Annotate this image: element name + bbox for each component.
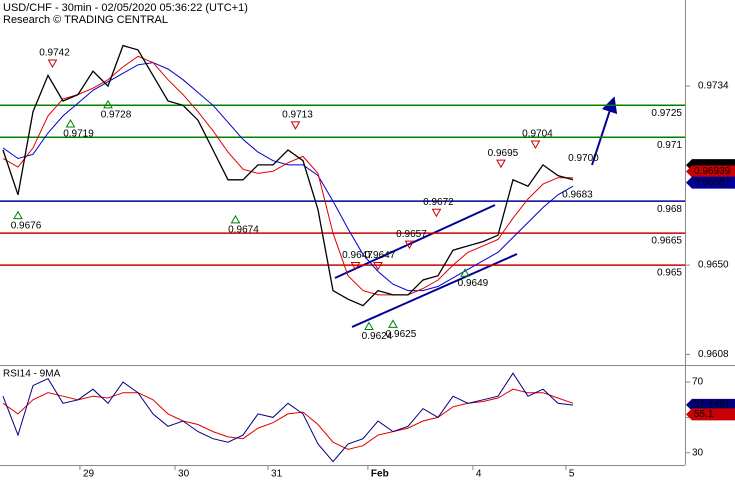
level-label: 0.968 <box>657 204 682 215</box>
high-marker <box>404 240 415 250</box>
price-tag-label: 0.96939 <box>694 166 731 177</box>
ma-line <box>2 62 574 292</box>
annotation-label: 0.9649 <box>458 278 489 289</box>
annotation-label: 0.9647 <box>365 250 396 261</box>
indicator-tick-label: 30 <box>692 447 704 458</box>
low-marker <box>13 210 23 220</box>
level-label: 0.9725 <box>651 108 682 119</box>
high-marker <box>290 121 301 130</box>
chart-title: USD/CHF - 30min - 02/05/2020 05:36:22 (U… <box>3 2 248 14</box>
annotation-label: 0.9700 <box>568 153 599 164</box>
y-tick-label: 0.9734 <box>698 81 729 92</box>
annotation-label: 0.9695 <box>488 148 519 159</box>
y-tick-label: 0.9608 <box>698 349 729 360</box>
annotation-label: 0.9625 <box>386 329 417 340</box>
ma-line <box>2 55 573 296</box>
low-marker <box>103 99 113 109</box>
annotation-label: 0.9728 <box>101 110 132 121</box>
annotation-label: 0.9683 <box>562 189 593 200</box>
low-marker <box>230 214 241 224</box>
annotation-label: 0.9704 <box>522 129 553 140</box>
indicator-line <box>2 388 574 450</box>
high-marker <box>530 140 541 150</box>
channel-lower <box>351 253 518 328</box>
annotation-label: 0.9713 <box>282 109 313 120</box>
high-marker <box>350 261 361 271</box>
low-marker <box>460 268 470 277</box>
low-marker <box>388 319 398 328</box>
x-tick-label: 29 <box>83 469 95 480</box>
level-label: 0.965 <box>657 268 682 279</box>
channel-upper <box>334 204 496 279</box>
annotation-label: 0.9742 <box>39 48 70 59</box>
price-line <box>2 44 574 307</box>
annotation-label: 0.9672 <box>423 197 454 208</box>
low-marker <box>364 321 374 330</box>
high-marker <box>496 159 506 169</box>
high-marker <box>431 208 442 218</box>
low-marker <box>65 119 76 128</box>
annotation-label: 0.9676 <box>11 220 42 231</box>
level-label: 0.9665 <box>651 236 682 247</box>
annotation-label: 0.9657 <box>396 229 427 240</box>
annotation-label: 0.9624 <box>362 331 393 342</box>
chart-subtitle: Research © TRADING CENTRAL <box>3 14 168 26</box>
price-tag <box>686 165 735 178</box>
high-marker <box>373 261 383 271</box>
annotation-label: 0.9647 <box>342 250 373 261</box>
level-label: 0.971 <box>657 140 682 151</box>
indicator-tag-label: 55.1 <box>694 409 714 420</box>
price-tag <box>686 176 735 189</box>
forecast-arrow <box>591 96 618 166</box>
high-marker <box>47 59 58 69</box>
x-tick-label: Feb <box>371 469 389 480</box>
price-tag-label: 0.96887 <box>694 177 731 188</box>
indicator-tick-label: 70 <box>692 377 704 388</box>
annotation-label: 0.9719 <box>63 129 94 140</box>
x-tick-label: 31 <box>271 469 283 480</box>
indicator-line <box>2 372 574 463</box>
indicator-title: RSI14 - 9MA <box>3 369 61 380</box>
indicator-tag <box>686 408 735 421</box>
y-tick-label: 0.9650 <box>698 260 729 271</box>
indicator-tag <box>686 398 735 411</box>
x-tick-label: 4 <box>476 469 482 480</box>
indicator-tag-label: 57.1451 <box>694 399 731 410</box>
annotation-label: 0.9674 <box>228 225 259 236</box>
price-tag-label: 0.96969 <box>694 160 731 171</box>
x-tick-label: 30 <box>178 469 190 480</box>
x-tick-label: 5 <box>569 469 575 480</box>
